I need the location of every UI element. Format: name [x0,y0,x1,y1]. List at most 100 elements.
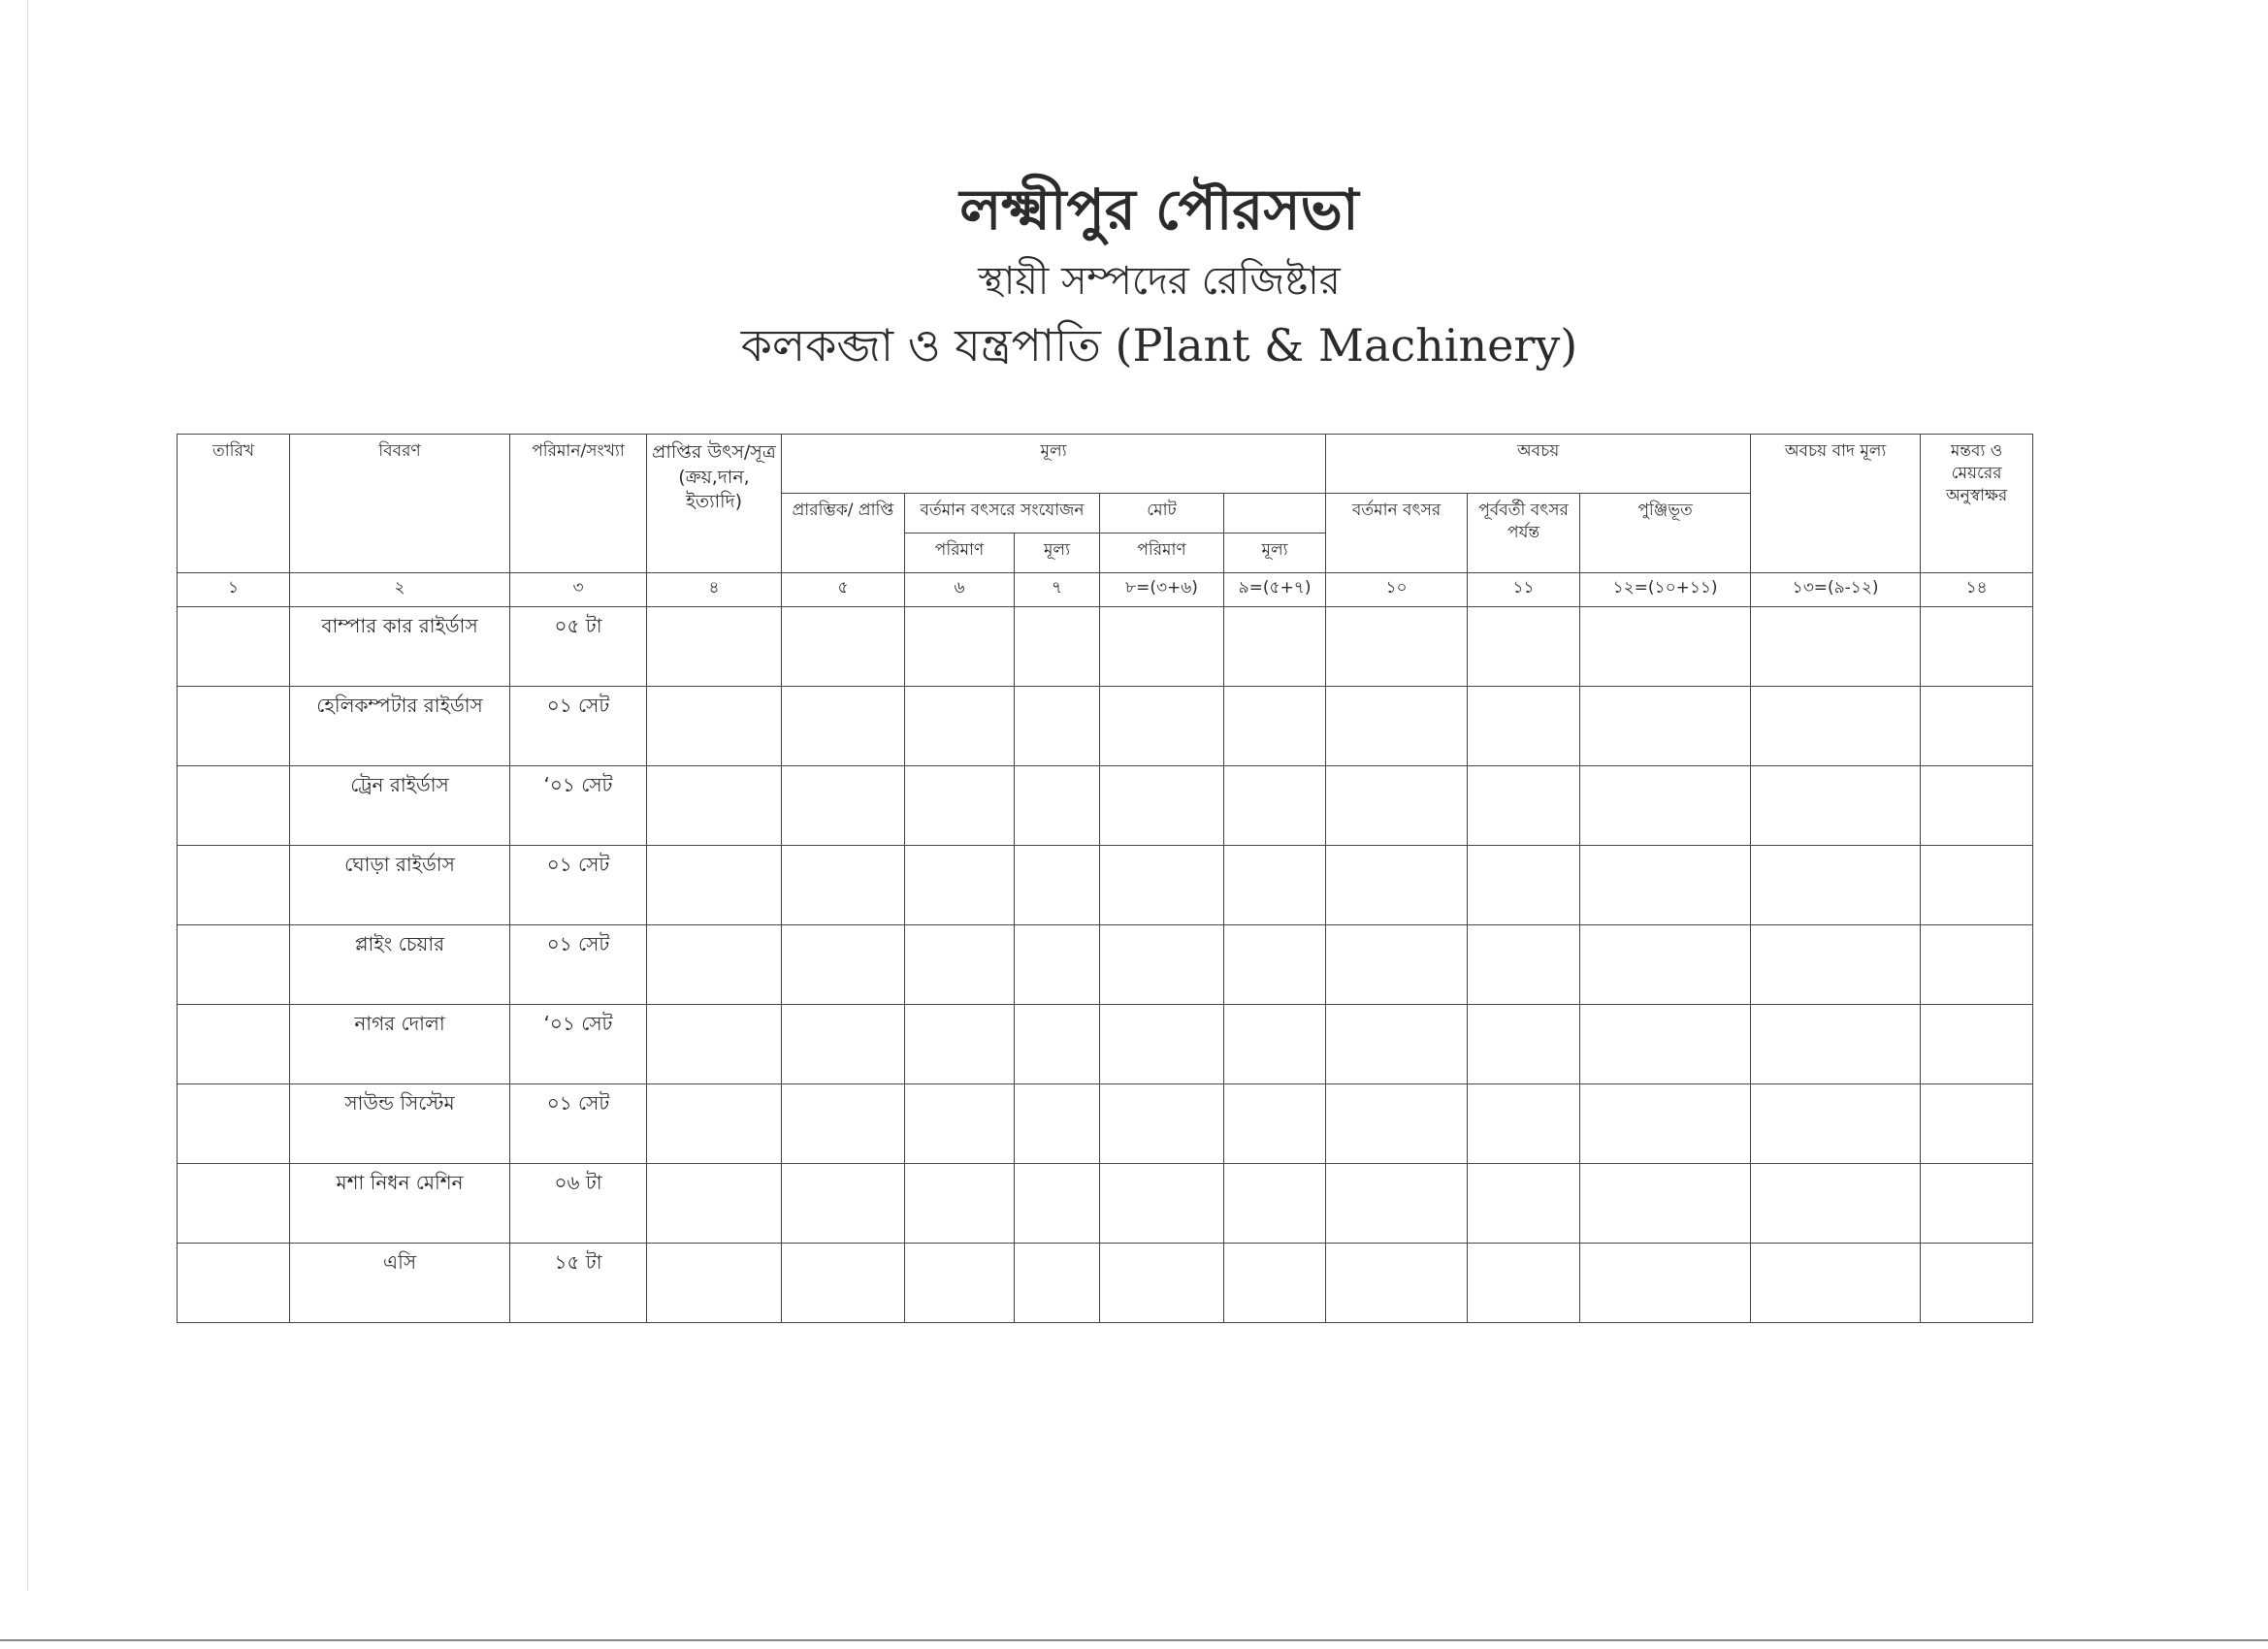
cell-empty [1222,1243,1327,1323]
cell-quantity: ০১ সেট [509,924,647,1005]
cell-empty [177,606,290,687]
cell-empty [1467,924,1581,1005]
cell-empty [646,606,782,687]
cell-description: বাম্পার কার রাইর্ডাস [289,606,510,687]
cell-description: প্লাইং চেয়ার [289,924,510,1005]
cell-empty [646,686,782,766]
cell-empty [1222,1083,1327,1164]
cell-empty [781,924,905,1005]
cell-empty [177,845,290,925]
cell-empty [1579,1004,1752,1084]
column-number: ১১ [1467,572,1581,607]
cell-empty [1222,606,1327,687]
cell-empty [177,924,290,1005]
cell-empty [646,765,782,846]
cell-quantity: ০৫ টা [509,606,647,687]
cell-empty [904,606,1015,687]
cell-empty [1222,1163,1327,1244]
cell-description: হেলিকম্পটার রাইর্ডাস [289,686,510,766]
cell-empty [1014,1083,1100,1164]
cell-empty [1099,924,1224,1005]
cell-quantity: ১৫ টা [509,1243,647,1323]
asset-register-table: তারিখ বিবরণ পরিমান/সংখ্যা প্রাপ্তির উৎস/… [177,434,2034,1323]
cell-empty [1222,845,1327,925]
cell-empty [1579,606,1752,687]
cell-empty [1325,845,1469,925]
cell-empty [781,606,905,687]
cell-empty [1579,1243,1752,1323]
cell-empty [1325,1083,1469,1164]
cell-empty [1099,1004,1224,1084]
column-number: ১০ [1325,572,1469,607]
cell-quantity: ০১ সেট [509,686,647,766]
page-title: লক্ষ্মীপুর পৌরসভা [959,177,1359,242]
column-number: ৭ [1014,572,1100,607]
cell-empty [1579,1083,1752,1164]
column-number: ৬ [904,572,1015,607]
section-title: কলকব্জা ও যন্ত্রপাতি (Plant & Machinery) [740,319,1578,372]
header-total-qty: পরিমাণ [1099,533,1224,573]
cell-empty [1467,1243,1581,1323]
cell-empty [1467,1004,1581,1084]
cell-empty [1467,1163,1581,1244]
cell-empty [904,845,1015,925]
cell-empty [1467,606,1581,687]
cell-empty [904,924,1015,1005]
cell-empty [1920,606,2034,687]
table-row: বাম্পার কার রাইর্ডাস ০৫ টা [177,606,2034,687]
cell-empty [646,924,782,1005]
cell-empty [177,765,290,846]
cell-empty [1099,1243,1224,1323]
cell-empty [1099,1163,1224,1244]
cell-empty [904,1243,1015,1323]
cell-empty [1467,765,1581,846]
cell-empty [1579,765,1752,846]
cell-description: নাগর দোলা [289,1004,510,1084]
column-number: ১ [177,572,290,607]
cell-empty [1325,686,1469,766]
cell-empty [904,686,1015,766]
cell-empty [1467,1083,1581,1164]
cell-empty [781,1004,905,1084]
cell-empty [1579,924,1752,1005]
header-source: প্রাপ্তির উৎস/সূত্র (ক্রয়,দান, ইত্যাদি) [646,434,782,573]
cell-empty [1099,765,1224,846]
header-date: তারিখ [177,434,290,573]
cell-empty [177,1004,290,1084]
cell-empty [904,765,1015,846]
table-row: প্লাইং চেয়ার ০১ সেট [177,924,2034,1005]
column-number: ৫ [781,572,905,607]
column-number: ১২=(১০+১১) [1579,572,1752,607]
cell-empty [781,1163,905,1244]
column-number: ১৩=(৯-১২) [1750,572,1922,607]
cell-empty [1325,1163,1469,1244]
cell-empty [1467,686,1581,766]
cell-empty [1920,765,2034,846]
header-addition: বর্তমান বৎসরে সংযোজন [904,493,1100,534]
cell-empty [1750,1004,1922,1084]
cell-empty [1222,924,1327,1005]
cell-empty [904,1163,1015,1244]
cell-empty [1920,845,2034,925]
cell-quantity: ০১ সেট [509,845,647,925]
cell-empty [1222,1004,1327,1084]
cell-empty [1750,765,1922,846]
cell-empty [177,1083,290,1164]
header-description: বিবরণ [289,434,510,573]
column-number: ৮=(৩+৬) [1099,572,1224,607]
cell-description: মশা নিধন মেশিন [289,1163,510,1244]
cell-empty [1014,1004,1100,1084]
cell-empty [646,1243,782,1323]
cell-empty [1750,1163,1922,1244]
header-initial: প্রারম্ভিক/ প্রাপ্তি [781,493,905,573]
header-quantity: পরিমান/সংখ্যা [509,434,647,573]
cell-empty [1750,1083,1922,1164]
table-row: ট্রেন রাইর্ডাস ‘০১ সেট [177,765,2034,846]
table-row: ঘোড়া রাইর্ডাস ০১ সেট [177,845,2034,925]
header-addition-qty: পরিমাণ [904,533,1015,573]
cell-quantity: ০৬ টা [509,1163,647,1244]
header-total: মোট [1099,493,1224,534]
cell-empty [1920,1163,2034,1244]
cell-empty [1222,765,1327,846]
column-number: ১৪ [1920,572,2034,607]
